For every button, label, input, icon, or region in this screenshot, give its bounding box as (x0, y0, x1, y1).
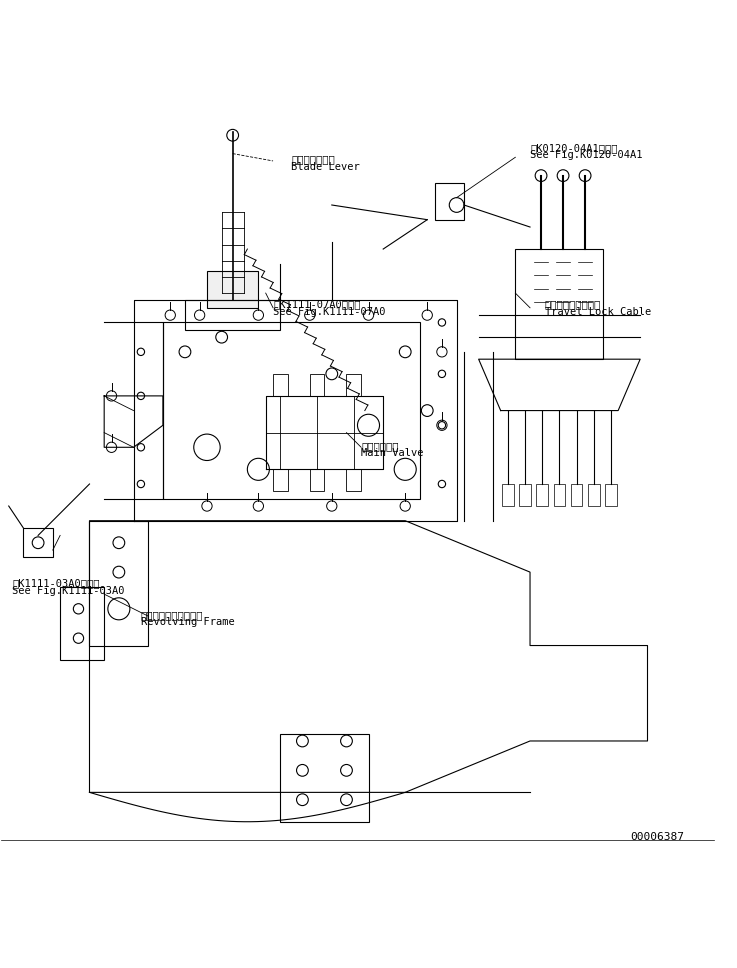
Bar (310, 374, 324, 396)
Bar (605, 484, 617, 506)
Text: Main Valve: Main Valve (361, 448, 424, 458)
Bar (185, 300, 280, 330)
Text: 走行ロックケーブル: 走行ロックケーブル (545, 299, 601, 309)
Bar (520, 484, 531, 506)
Bar (553, 484, 565, 506)
Text: 第K1111-07A0図参照: 第K1111-07A0図参照 (273, 299, 360, 309)
Bar (273, 374, 287, 396)
Text: ブレードレバー: ブレードレバー (291, 155, 335, 165)
Bar (515, 249, 604, 359)
Bar (273, 469, 287, 492)
Text: 00006387: 00006387 (630, 832, 684, 842)
Bar (280, 734, 368, 822)
Bar (60, 587, 104, 660)
Text: 第K0120-04A1図参照: 第K0120-04A1図参照 (530, 143, 618, 153)
Bar (588, 484, 599, 506)
Bar (502, 484, 514, 506)
Bar (570, 484, 582, 506)
Bar (310, 469, 324, 492)
Text: Revolving Frame: Revolving Frame (141, 618, 234, 627)
Text: See Fig.K1111-03A0: See Fig.K1111-03A0 (13, 586, 125, 595)
Bar (346, 374, 361, 396)
Text: メインバルブ: メインバルブ (361, 441, 399, 451)
Bar (207, 271, 259, 308)
Bar (435, 183, 464, 220)
Text: Travel Lock Cable: Travel Lock Cable (545, 307, 651, 317)
Text: See Fig.K0120-04A1: See Fig.K0120-04A1 (530, 150, 643, 161)
Bar (346, 469, 361, 492)
Bar (163, 322, 420, 499)
Text: See Fig.K1111-07A0: See Fig.K1111-07A0 (273, 307, 385, 317)
Bar (89, 521, 148, 646)
Bar (537, 484, 548, 506)
Text: レボルビングフレーム: レボルビングフレーム (141, 610, 203, 620)
Bar (24, 529, 53, 558)
Text: 第K1111-03A0図参照: 第K1111-03A0図参照 (13, 578, 100, 589)
Text: Blade Lever: Blade Lever (291, 162, 360, 172)
